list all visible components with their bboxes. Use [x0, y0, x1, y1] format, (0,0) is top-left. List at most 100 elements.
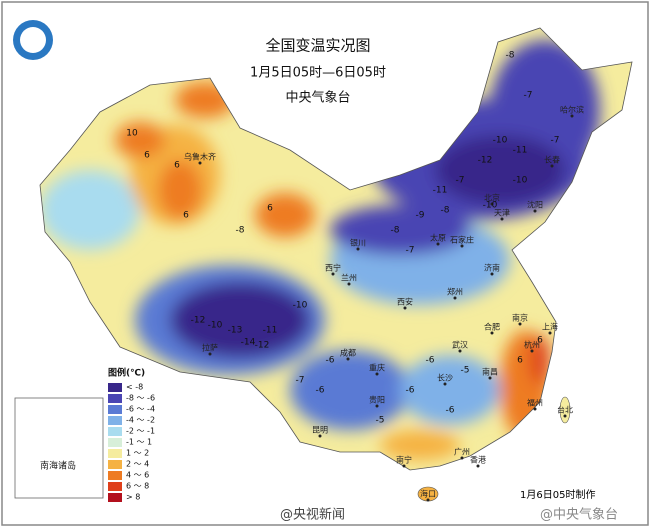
value-label: 6 — [517, 356, 523, 366]
city-label: 西安 — [397, 297, 413, 307]
value-label: -8 — [441, 206, 450, 216]
legend-swatch — [108, 405, 122, 414]
city-dot — [375, 372, 379, 376]
legend-label: > 8 — [126, 493, 140, 502]
city-dot — [490, 272, 494, 276]
city-dot — [476, 464, 480, 468]
city-label: 香港 — [470, 455, 486, 465]
city-label: 石家庄 — [450, 235, 474, 245]
city-dot — [488, 376, 492, 380]
value-label: -6 — [406, 386, 415, 396]
city-dot — [563, 414, 567, 418]
city-label: 北京 — [484, 193, 500, 203]
legend-swatch — [108, 482, 122, 491]
legend-label: 4 ～ 6 — [126, 471, 149, 480]
legend-swatch — [108, 471, 122, 480]
value-label: -7 — [524, 91, 533, 101]
value-label: -7 — [551, 136, 560, 146]
city-label: 合肥 — [484, 322, 500, 332]
legend-label: -6 ～ -4 — [126, 405, 155, 414]
legend-label: 1 ～ 2 — [126, 449, 149, 458]
legend-label: -8 ～ -6 — [126, 394, 155, 403]
city-label: 重庆 — [369, 363, 385, 373]
city-dot — [460, 244, 464, 248]
city-dot — [500, 217, 504, 221]
city-label: 长春 — [544, 155, 560, 165]
city-label: 贵阳 — [369, 395, 385, 405]
legend-label: 6 ～ 8 — [126, 482, 149, 491]
value-label: -10 — [513, 176, 528, 186]
city-label: 乌鲁木齐 — [184, 152, 216, 162]
city-dot — [346, 357, 350, 361]
city-label: 哈尔滨 — [560, 105, 584, 115]
value-label: -5 — [461, 366, 470, 376]
city-label: 上海 — [542, 322, 558, 332]
blob — [290, 350, 410, 430]
blob — [115, 122, 165, 158]
value-label: 6 — [144, 151, 150, 161]
blob — [330, 205, 470, 255]
legend-label: < -8 — [126, 383, 143, 392]
city-label: 沈阳 — [527, 200, 543, 210]
city-label: 杭州 — [524, 340, 540, 350]
city-dot — [375, 404, 379, 408]
city-label: 福州 — [527, 399, 543, 408]
value-label: -11 — [433, 186, 448, 196]
value-label: -6 — [316, 386, 325, 396]
issuer: 中央气象台 — [285, 90, 350, 106]
blob — [255, 193, 315, 237]
value-label: 6 — [537, 336, 543, 346]
legend-label: 2 ～ 4 — [126, 460, 149, 469]
city-dot — [530, 349, 534, 353]
taiwan — [559, 396, 571, 424]
value-label: -8 — [506, 51, 515, 61]
value-label: -7 — [296, 376, 305, 386]
blob — [158, 160, 202, 220]
blob — [380, 430, 460, 460]
city-dot — [518, 322, 522, 326]
city-label: 西宁 — [325, 263, 341, 273]
city-dot — [208, 352, 212, 356]
legend-label: -2 ～ -1 — [126, 427, 155, 436]
legend-title: 图例(℃) — [108, 367, 145, 379]
value-label: -14 — [241, 338, 256, 348]
value-label: 6 — [183, 211, 189, 221]
value-label: -8 — [236, 226, 245, 236]
city-dot — [458, 349, 462, 353]
legend-swatch — [108, 460, 122, 469]
legend-swatch — [108, 438, 122, 447]
value-label: -10 — [208, 321, 223, 331]
blob — [170, 282, 310, 358]
period: 1月5日05时—6日05时 — [250, 66, 386, 81]
legend-swatch — [108, 394, 122, 403]
city-dot — [550, 164, 554, 168]
inset-box — [14, 397, 104, 499]
city-dot — [460, 456, 464, 460]
blob — [175, 82, 235, 118]
city-dot — [453, 296, 457, 300]
value-label: -6 — [326, 356, 335, 366]
city-label: 武汉 — [452, 340, 468, 350]
watermark: @中央气象台 — [540, 507, 618, 523]
city-dot — [490, 331, 494, 335]
value-label: 10 — [126, 129, 138, 139]
value-label: -7 — [456, 176, 465, 186]
border — [39, 27, 633, 471]
made-note: 1月6日05时制作 — [520, 488, 595, 501]
blob — [40, 170, 140, 250]
value-label: -11 — [513, 146, 528, 156]
city-dot — [570, 114, 574, 118]
city-label: 南昌 — [482, 367, 498, 377]
city-label: 成都 — [340, 348, 356, 358]
legend-label: -4 ～ -2 — [126, 416, 155, 425]
value-label: -10 — [293, 301, 308, 311]
city-label: 银川 — [350, 238, 366, 248]
value-label: -11 — [263, 326, 278, 336]
city-label: 济南 — [484, 263, 500, 273]
city-dot — [198, 161, 202, 165]
blob — [530, 335, 550, 385]
city-dot — [426, 498, 430, 502]
city-dot — [318, 434, 322, 438]
